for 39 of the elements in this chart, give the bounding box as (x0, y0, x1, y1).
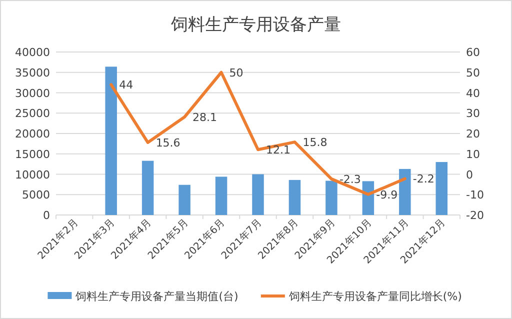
y2-tick-label: 10 (466, 148, 480, 161)
y2-tick-label: -20 (466, 209, 484, 222)
data-label: 44 (119, 78, 134, 92)
y2-tick-label: -10 (466, 188, 484, 202)
y-tick-label: 40000 (15, 46, 50, 59)
bar (142, 160, 154, 215)
bar (326, 180, 338, 215)
bar (399, 168, 411, 215)
y-tick-label: 20000 (15, 128, 50, 140)
bar (215, 176, 228, 215)
data-label: 28.1 (192, 110, 218, 124)
data-label: 12.1 (266, 144, 290, 157)
bar (288, 180, 301, 215)
data-label: -2.3 (339, 172, 361, 186)
bar (436, 162, 448, 215)
legend-label: 饲料生产专用设备产量同比增长(%) (288, 290, 462, 303)
data-label: 50 (229, 66, 244, 80)
y-tick-label: 15000 (15, 148, 50, 161)
y2-tick-label: 40 (466, 86, 480, 100)
data-label: 15.8 (302, 136, 328, 150)
y2-tick-label: 0 (466, 168, 473, 182)
data-label: -9.9 (376, 188, 398, 202)
data-label: -2.2 (412, 172, 434, 186)
bar (105, 66, 117, 215)
y-tick-label: 35000 (15, 66, 50, 80)
y-tick-label: 25000 (15, 107, 50, 120)
legend-label: 饲料生产专用设备产量当期值(台) (74, 290, 238, 303)
y2-tick-label: 20 (466, 128, 480, 140)
bar (252, 174, 264, 215)
bar (178, 184, 190, 215)
y2-tick-label: 50 (466, 66, 480, 80)
y-tick-label: 0 (43, 209, 50, 222)
chart-title: 饲料生产专用设备产量 (170, 15, 341, 35)
y2-tick-label: 30 (466, 107, 480, 120)
y-tick-label: 5000 (22, 188, 50, 202)
y-tick-label: 10000 (15, 168, 50, 182)
y-tick-label: 30000 (15, 86, 50, 100)
y2-tick-label: 60 (466, 46, 480, 59)
data-label: 15.6 (156, 136, 180, 150)
